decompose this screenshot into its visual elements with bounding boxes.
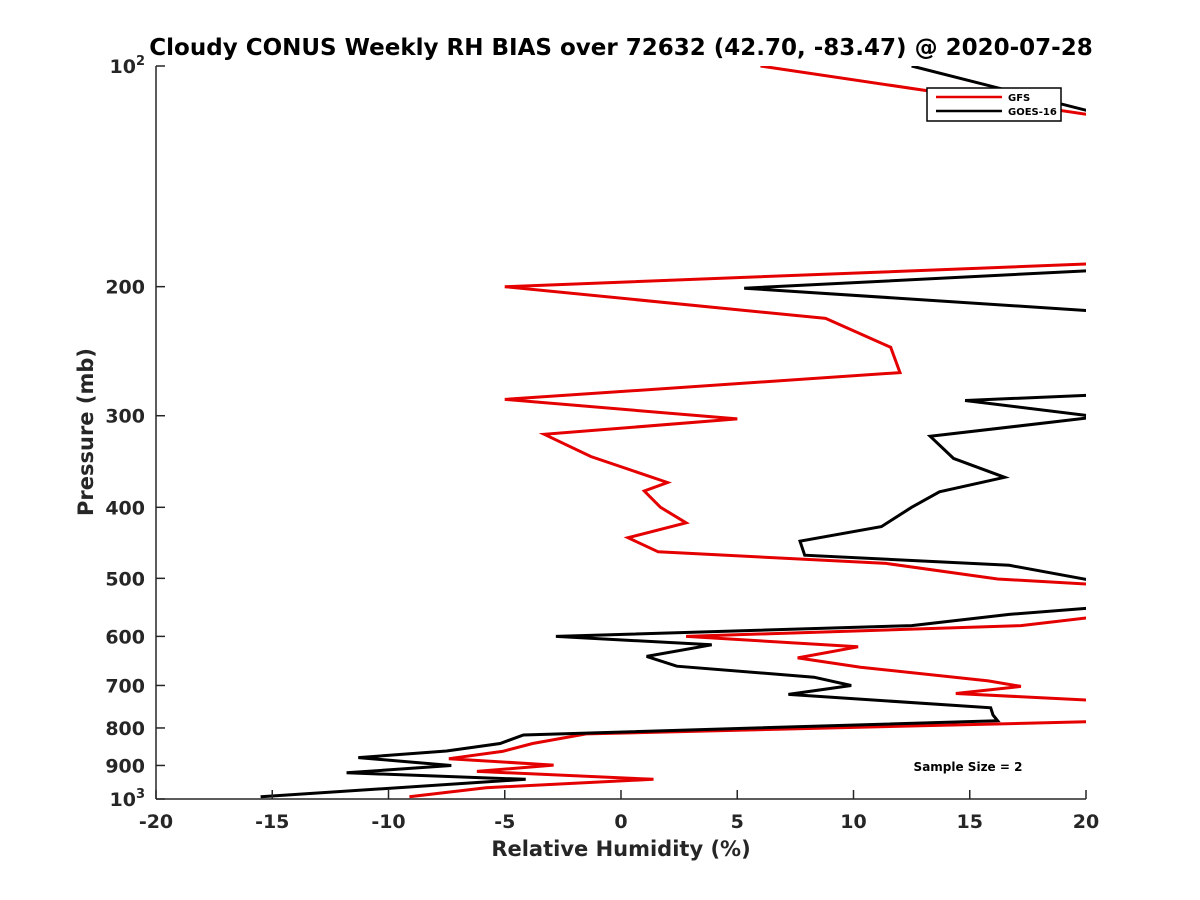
y-tick-label: 102 xyxy=(110,54,146,78)
y-tick-label: 300 xyxy=(105,406,145,428)
y-tick-label: 103 xyxy=(110,787,146,811)
y-axis-label: Pressure (mb) xyxy=(74,348,98,516)
sample-size-annotation: Sample Size = 2 xyxy=(914,760,1023,774)
plot-area xyxy=(156,66,1086,799)
x-tick-label: -5 xyxy=(494,811,515,833)
chart-title: Cloudy CONUS Weekly RH BIAS over 72632 (… xyxy=(149,35,1092,61)
y-tick-label: 900 xyxy=(105,755,145,777)
x-tick-label: 10 xyxy=(840,811,866,833)
y-ticks: 102 200 300 400 500 600 700 800 900 103 xyxy=(105,54,165,811)
y-tick-label: 800 xyxy=(105,718,145,740)
legend-box xyxy=(926,87,1062,122)
x-tick-label: -15 xyxy=(255,811,289,833)
x-tick-label: -20 xyxy=(139,811,173,833)
x-ticks: -20 -15 -10 -5 0 5 10 15 20 xyxy=(139,790,1099,833)
x-tick-label: 15 xyxy=(957,811,983,833)
series-layer xyxy=(260,66,1086,799)
legend-label-goes16: GOES-16 xyxy=(1008,107,1057,118)
y-tick-label: 200 xyxy=(105,277,145,299)
y-tick-label: 400 xyxy=(105,497,145,519)
legend-label-gfs: GFS xyxy=(1008,93,1030,104)
x-tick-label: -10 xyxy=(371,811,405,833)
x-tick-label: 5 xyxy=(731,811,744,833)
x-tick-label: 0 xyxy=(614,811,627,833)
y-tick-label: 700 xyxy=(105,675,145,697)
x-axis-label: Relative Humidity (%) xyxy=(491,837,750,861)
series-line-goes16 xyxy=(260,66,1086,799)
y-tick-label: 500 xyxy=(105,568,145,590)
x-tick-label: 20 xyxy=(1073,811,1099,833)
series-line-gfs xyxy=(409,66,1086,799)
legend: GFS GOES-16 xyxy=(926,87,1062,122)
y-tick-label: 600 xyxy=(105,626,145,648)
